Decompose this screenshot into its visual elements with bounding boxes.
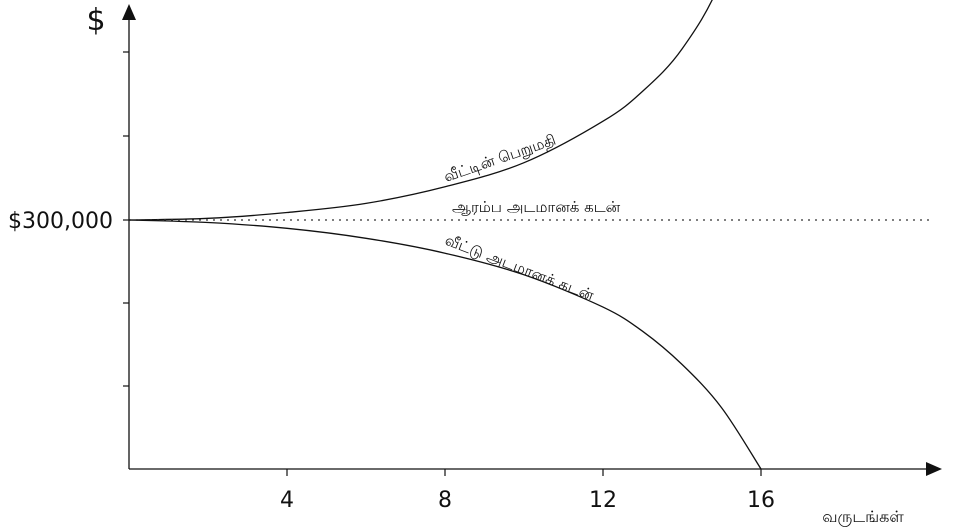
y-axis-arrow bbox=[122, 4, 136, 20]
home-mortgage-label: வீட்டு அடமானக் கடன் bbox=[443, 231, 597, 305]
home-mortgage-curve bbox=[128, 219, 762, 470]
x-tick-label: 8 bbox=[438, 488, 452, 513]
x-tick-label: 16 bbox=[747, 488, 775, 513]
axes bbox=[122, 4, 942, 476]
x-tick-label: 12 bbox=[589, 488, 617, 513]
series-layer bbox=[128, 0, 930, 470]
x-axis-arrow bbox=[926, 462, 942, 476]
y-reference-label: $300,000 bbox=[8, 209, 113, 234]
y-axis-title: $ bbox=[86, 3, 105, 38]
ticks: 4 8 12 16 $300,000 bbox=[8, 51, 775, 513]
initial-mortgage-label: ஆரம்ப அடமானக் கடன் bbox=[452, 198, 621, 216]
home-value-label: வீட்டின் பெறுமதி bbox=[441, 131, 558, 186]
labels: $ வருடங்கள் வீட்டின் பெறுமதி ஆரம்ப அடமானக் … bbox=[86, 3, 904, 527]
home-value-curve bbox=[128, 0, 713, 221]
x-tick-label: 4 bbox=[280, 488, 294, 513]
x-axis-title: வருடங்கள் bbox=[822, 507, 904, 527]
